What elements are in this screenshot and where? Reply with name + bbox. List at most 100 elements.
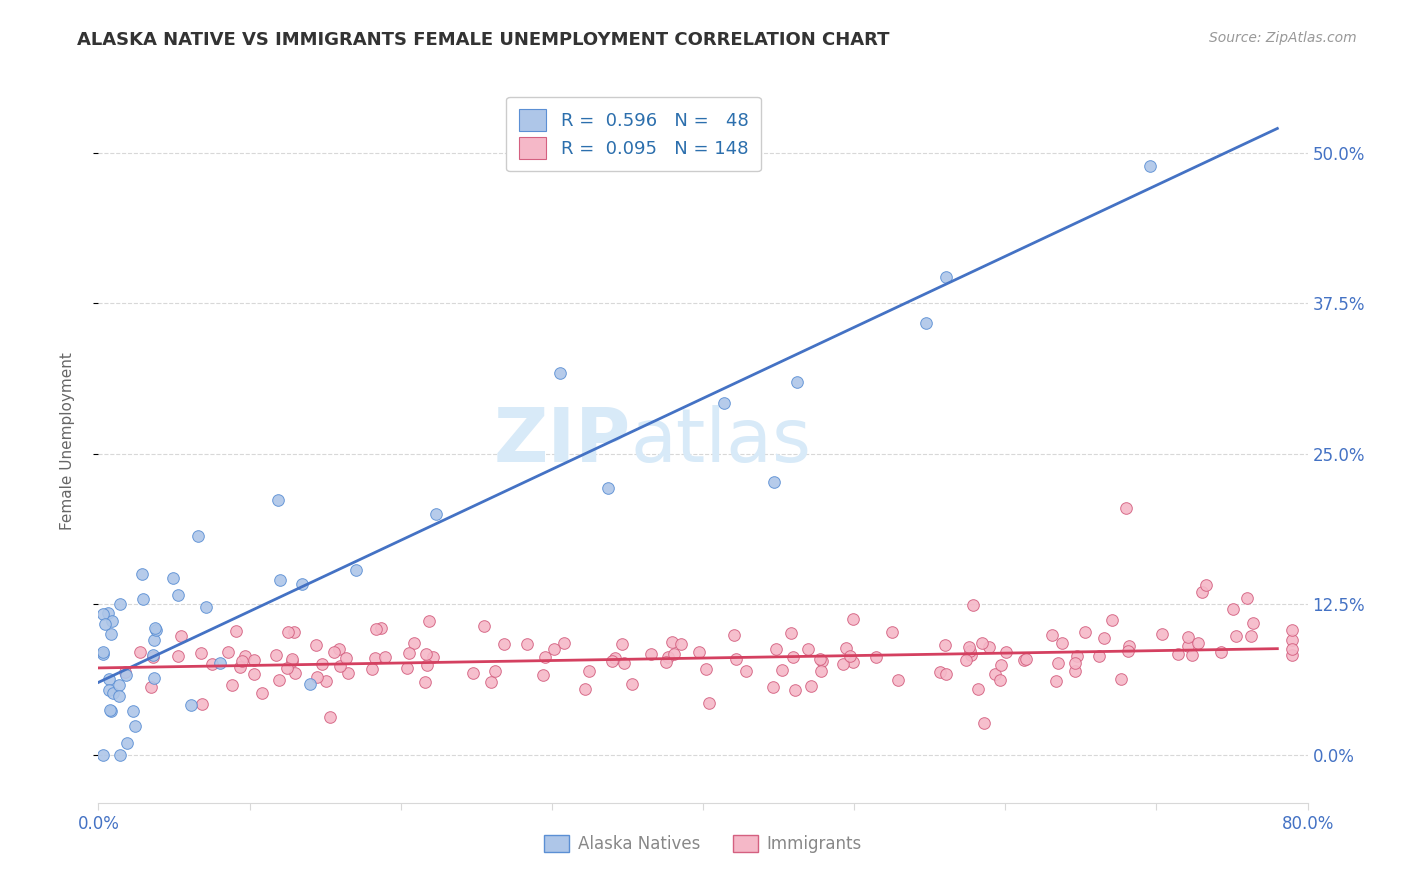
Point — [416, 658, 439, 673]
Point — [831, 657, 853, 671]
Point — [934, 638, 956, 652]
Point — [811, 654, 834, 668]
Point — [167, 648, 190, 663]
Point — [415, 648, 437, 662]
Point — [305, 638, 328, 652]
Point — [1092, 631, 1115, 645]
Point — [284, 666, 307, 681]
Point — [96, 607, 118, 621]
Point — [842, 655, 865, 669]
Point — [492, 637, 515, 651]
Point — [780, 625, 803, 640]
Point — [366, 622, 388, 636]
Point — [613, 656, 636, 670]
Point — [531, 668, 554, 682]
Point — [838, 649, 860, 664]
Point — [810, 664, 832, 678]
Point — [115, 736, 138, 750]
Point — [91, 645, 114, 659]
Legend: Alaska Natives, Immigrants: Alaska Natives, Immigrants — [537, 828, 869, 860]
Point — [1177, 630, 1199, 644]
Point — [145, 623, 167, 637]
Point — [110, 747, 132, 762]
Point — [765, 642, 787, 657]
Point — [723, 628, 745, 642]
Point — [957, 640, 980, 654]
Point — [143, 621, 166, 635]
Point — [329, 658, 352, 673]
Point — [143, 671, 166, 685]
Point — [139, 681, 162, 695]
Point — [543, 641, 565, 656]
Point — [142, 649, 165, 664]
Point — [396, 661, 419, 675]
Point — [91, 647, 114, 661]
Point — [578, 664, 600, 678]
Point — [110, 597, 132, 611]
Point — [93, 617, 115, 632]
Point — [1225, 628, 1247, 642]
Point — [373, 649, 395, 664]
Point — [276, 624, 298, 639]
Point — [785, 682, 807, 697]
Point — [553, 636, 575, 650]
Point — [115, 667, 138, 681]
Point — [142, 648, 165, 663]
Point — [988, 673, 1011, 687]
Point — [91, 747, 114, 762]
Point — [713, 396, 735, 410]
Point — [315, 673, 337, 688]
Point — [422, 650, 444, 665]
Point — [142, 633, 165, 648]
Point — [291, 576, 314, 591]
Point — [603, 651, 626, 665]
Point — [264, 648, 287, 662]
Point — [101, 686, 124, 700]
Point — [1167, 648, 1189, 662]
Point — [98, 703, 121, 717]
Point — [328, 642, 350, 657]
Point — [124, 719, 146, 733]
Point — [967, 682, 990, 697]
Point — [515, 637, 537, 651]
Point — [534, 649, 557, 664]
Point — [724, 651, 747, 665]
Point — [797, 641, 820, 656]
Point — [1073, 624, 1095, 639]
Point — [425, 507, 447, 521]
Point — [97, 682, 120, 697]
Point — [865, 649, 887, 664]
Point — [101, 614, 124, 628]
Point — [697, 696, 720, 710]
Point — [935, 667, 957, 681]
Point — [735, 664, 758, 678]
Point — [267, 673, 290, 687]
Point — [574, 681, 596, 696]
Point — [970, 636, 993, 650]
Point — [661, 634, 683, 648]
Point — [97, 672, 120, 686]
Point — [418, 614, 440, 628]
Point — [640, 648, 662, 662]
Point — [132, 592, 155, 607]
Point — [1281, 633, 1303, 648]
Point — [600, 654, 623, 668]
Point — [1118, 640, 1140, 654]
Point — [221, 678, 243, 692]
Text: ALASKA NATIVE VS IMMIGRANTS FEMALE UNEMPLOYMENT CORRELATION CHART: ALASKA NATIVE VS IMMIGRANTS FEMALE UNEMP… — [77, 31, 890, 49]
Point — [180, 698, 202, 713]
Point — [955, 653, 977, 667]
Point — [108, 678, 131, 692]
Point — [655, 655, 678, 669]
Point — [762, 680, 785, 694]
Point — [484, 664, 506, 678]
Point — [1045, 674, 1067, 689]
Point — [1195, 578, 1218, 592]
Point — [669, 637, 692, 651]
Point — [360, 662, 382, 676]
Point — [1240, 630, 1263, 644]
Point — [398, 646, 420, 660]
Point — [167, 588, 190, 602]
Point — [344, 563, 367, 577]
Point — [695, 662, 717, 676]
